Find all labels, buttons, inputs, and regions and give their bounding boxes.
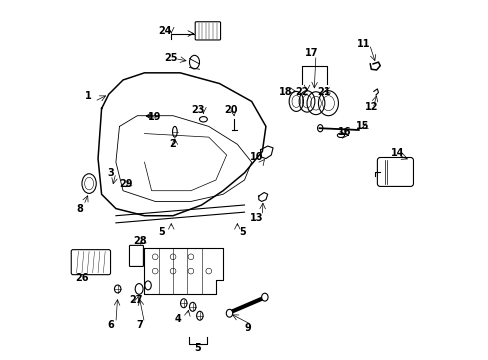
Text: 21: 21 bbox=[316, 87, 330, 98]
Text: 5: 5 bbox=[158, 227, 164, 237]
Text: 3: 3 bbox=[107, 168, 114, 178]
Text: 5: 5 bbox=[194, 343, 200, 353]
Text: 14: 14 bbox=[390, 148, 404, 158]
Text: 8: 8 bbox=[76, 203, 83, 213]
Text: 27: 27 bbox=[129, 295, 142, 305]
Text: 16: 16 bbox=[337, 127, 350, 137]
Text: 11: 11 bbox=[357, 39, 370, 49]
Text: 13: 13 bbox=[250, 212, 263, 222]
Text: 10: 10 bbox=[250, 152, 263, 162]
Text: 5: 5 bbox=[239, 227, 245, 237]
Text: 17: 17 bbox=[305, 48, 318, 58]
Text: 26: 26 bbox=[75, 273, 88, 283]
Text: 24: 24 bbox=[158, 26, 172, 36]
Text: 4: 4 bbox=[175, 314, 182, 324]
Text: 6: 6 bbox=[107, 320, 114, 330]
Text: 1: 1 bbox=[84, 91, 91, 101]
Text: 2: 2 bbox=[169, 139, 175, 149]
Text: 12: 12 bbox=[364, 102, 377, 112]
Ellipse shape bbox=[226, 309, 232, 317]
Text: 22: 22 bbox=[294, 87, 308, 98]
Text: 20: 20 bbox=[224, 105, 237, 115]
Text: 19: 19 bbox=[147, 112, 161, 122]
Text: 7: 7 bbox=[136, 320, 143, 330]
Text: 23: 23 bbox=[191, 105, 204, 115]
Ellipse shape bbox=[261, 293, 267, 301]
Text: 15: 15 bbox=[356, 121, 369, 131]
Text: 18: 18 bbox=[278, 87, 292, 98]
Text: 25: 25 bbox=[164, 53, 178, 63]
Text: 29: 29 bbox=[119, 179, 132, 189]
Text: 28: 28 bbox=[133, 236, 147, 246]
Text: 9: 9 bbox=[244, 323, 251, 333]
